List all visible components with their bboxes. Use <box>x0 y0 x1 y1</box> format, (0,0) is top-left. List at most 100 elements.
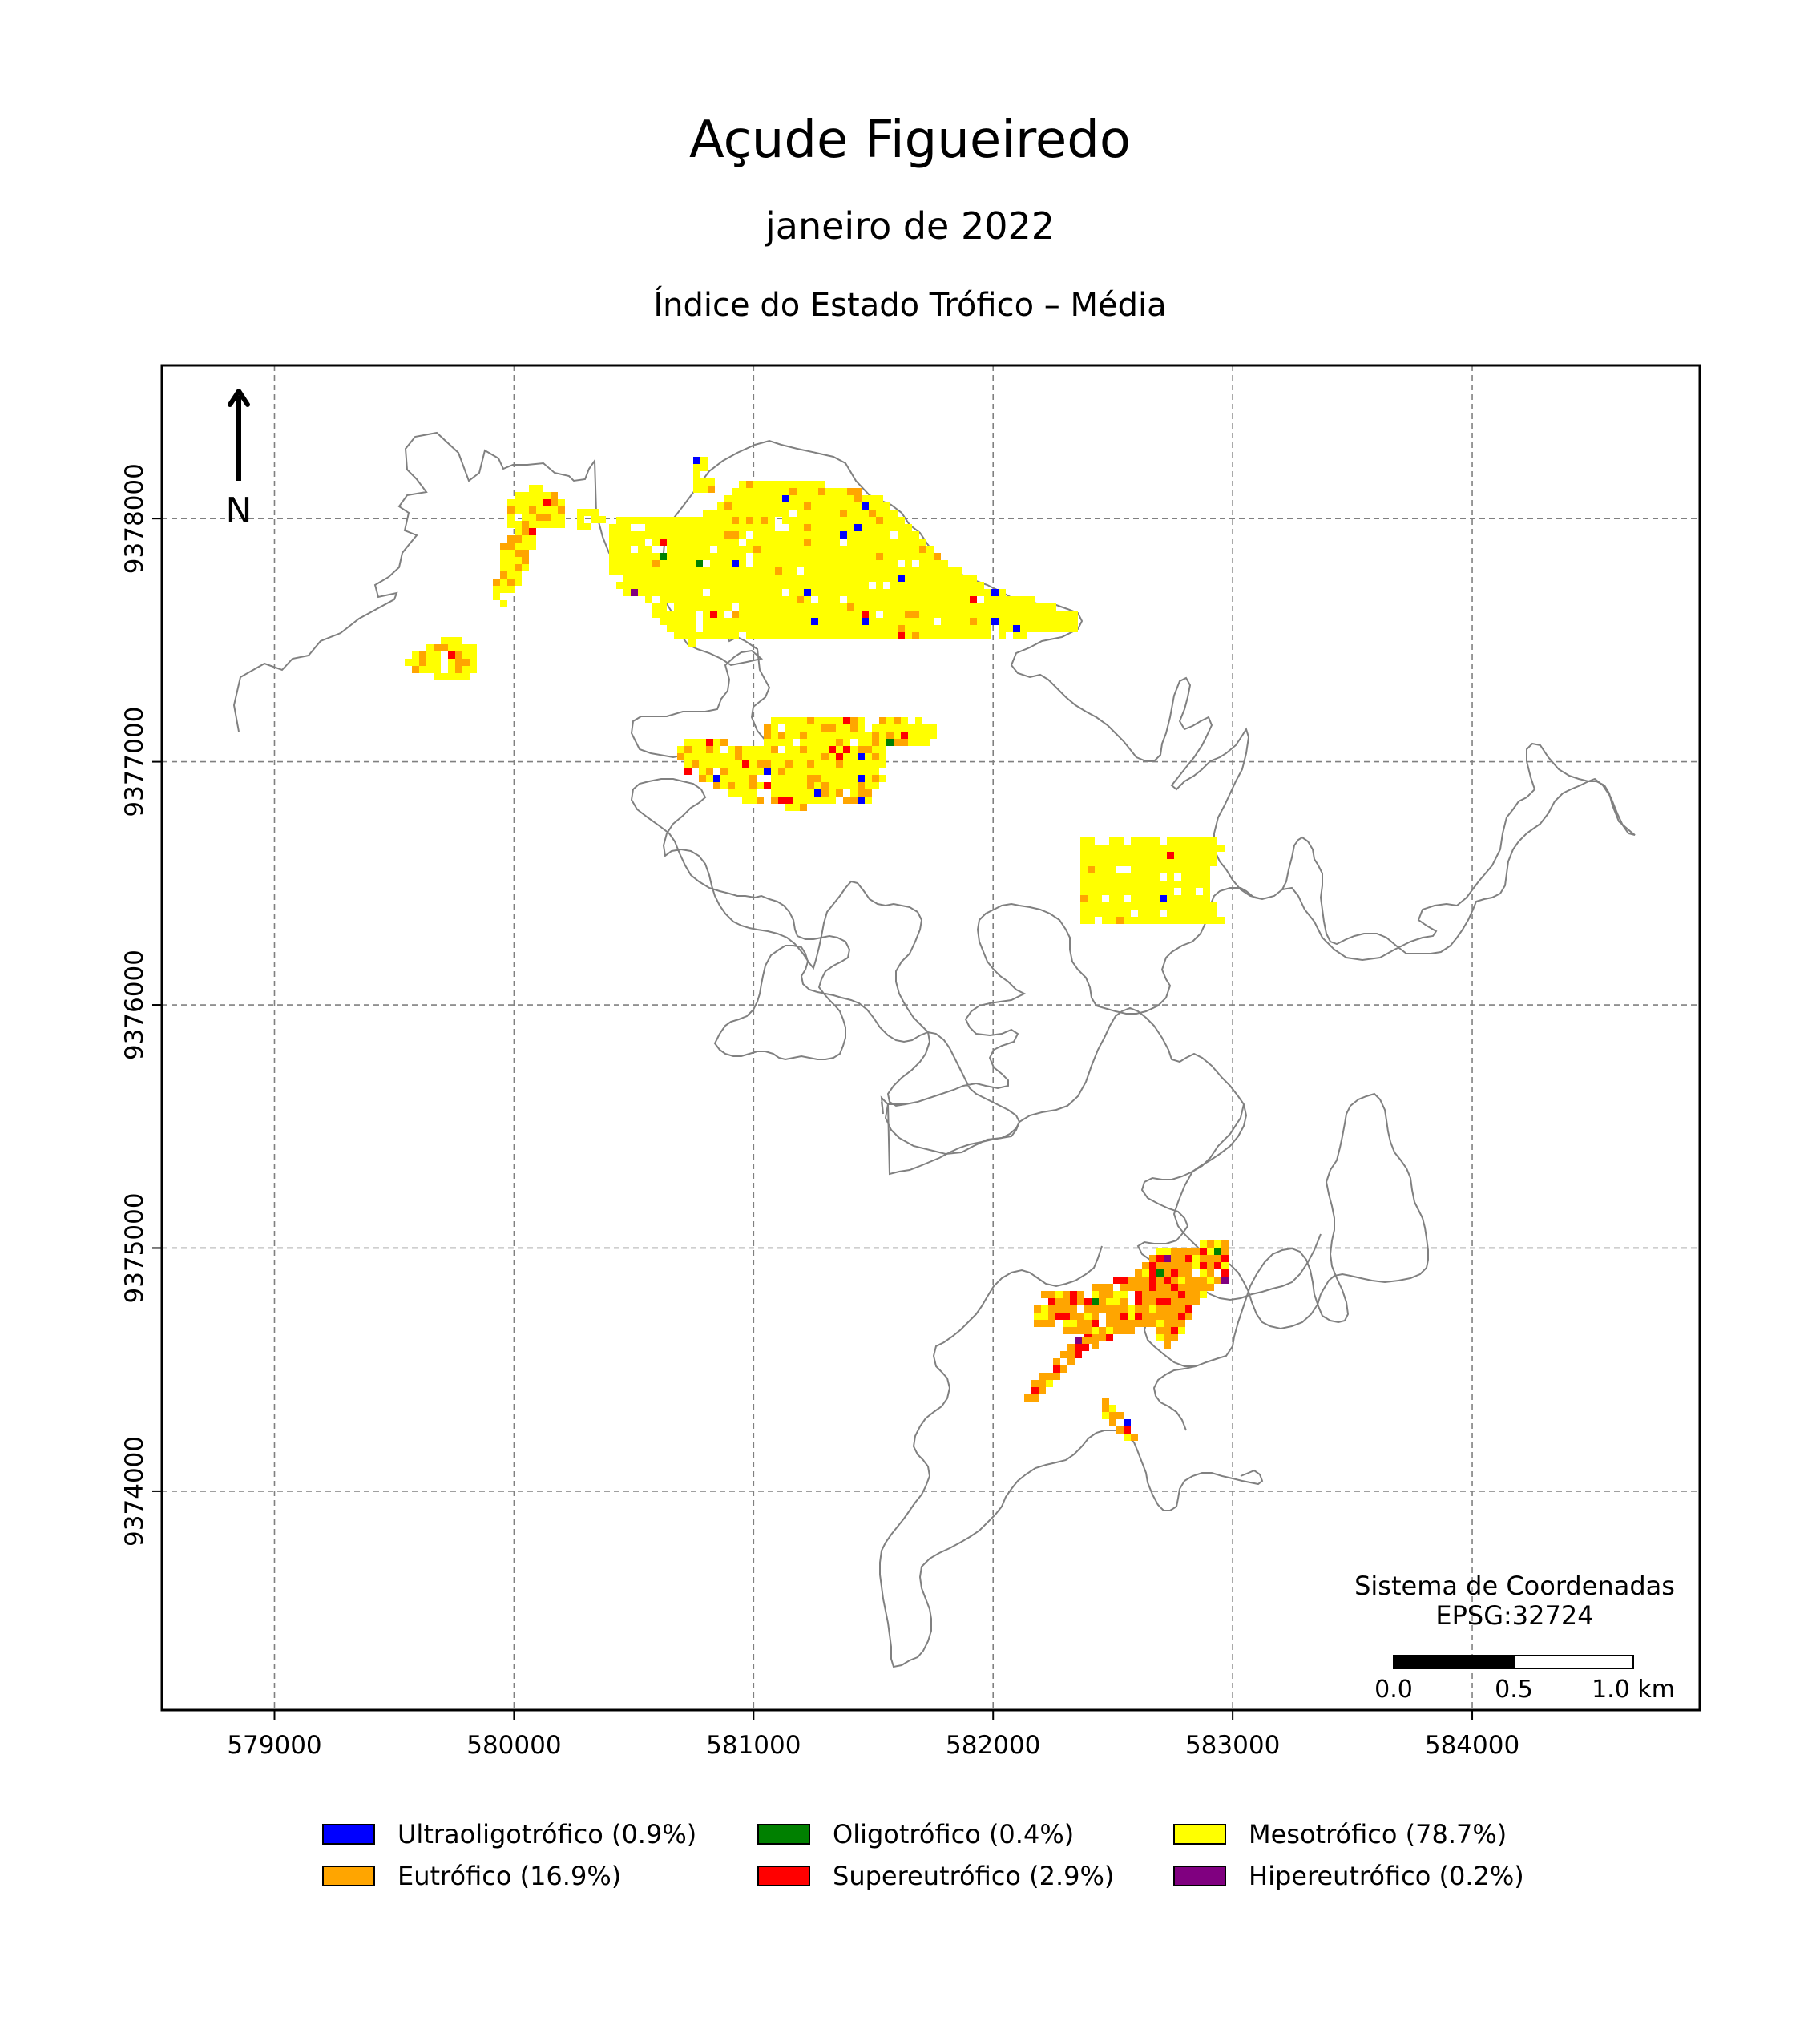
trophic-pixel <box>840 632 847 639</box>
trophic-pixel <box>1210 859 1217 866</box>
trophic-pixel <box>660 618 667 625</box>
trophic-pixel <box>869 510 876 517</box>
trophic-pixel <box>1145 888 1152 895</box>
trophic-pixel <box>1128 1320 1135 1327</box>
trophic-pixel <box>782 510 789 517</box>
legend-item-mesotrofico: Mesotrófico (78.7%) <box>1173 1819 1507 1850</box>
trophic-pixel <box>840 510 847 517</box>
trophic-pixel <box>558 506 565 514</box>
trophic-pixel <box>811 575 818 582</box>
trophic-pixel <box>793 768 800 775</box>
trophic-pixel <box>843 746 850 753</box>
trophic-pixel <box>693 464 700 471</box>
trophic-pixel <box>1181 845 1188 852</box>
trophic-pixel <box>775 603 782 611</box>
trophic-pixel <box>883 603 890 611</box>
trophic-pixel <box>890 632 898 639</box>
trophic-pixel <box>804 481 811 488</box>
trophic-pixel <box>1116 910 1124 917</box>
trophic-pixel <box>591 509 599 516</box>
trophic-pixel <box>1160 895 1167 902</box>
trophic-pixel <box>749 746 757 753</box>
trophic-pixel <box>674 596 681 603</box>
trophic-pixel <box>761 539 768 546</box>
trophic-pixel <box>862 560 869 567</box>
trophic-pixel <box>1207 1240 1214 1248</box>
trophic-pixel <box>1181 859 1188 866</box>
trophic-pixel <box>1092 1305 1099 1313</box>
trophic-pixel <box>674 531 681 539</box>
trophic-pixel <box>742 789 749 797</box>
trophic-pixel <box>710 618 717 625</box>
trophic-pixel <box>1174 902 1181 910</box>
trophic-pixel <box>1145 852 1152 859</box>
trophic-pixel <box>434 673 441 680</box>
trophic-pixel <box>1196 902 1203 910</box>
trophic-pixel <box>1188 888 1196 895</box>
map-subtitle: janeiro de 2022 <box>765 204 1055 248</box>
trophic-pixel <box>660 524 667 531</box>
trophic-pixel <box>854 517 862 524</box>
trophic-pixel <box>821 768 829 775</box>
trophic-pixel <box>688 553 696 560</box>
trophic-pixel <box>941 582 948 589</box>
trophic-pixel <box>1041 1291 1048 1298</box>
trophic-pixel <box>955 603 962 611</box>
trophic-pixel <box>1080 837 1088 845</box>
trophic-pixel <box>1181 902 1188 910</box>
trophic-pixel <box>915 739 922 746</box>
trophic-pixel <box>507 557 515 564</box>
trophic-pixel <box>728 753 735 760</box>
trophic-pixel <box>1192 1291 1200 1298</box>
trophic-pixel <box>926 567 934 575</box>
trophic-pixel <box>1203 837 1210 845</box>
trophic-pixel <box>869 495 876 502</box>
trophic-pixel <box>847 517 854 524</box>
trophic-pixel <box>890 510 898 517</box>
trophic-pixel <box>1128 1284 1135 1291</box>
trophic-pixel <box>854 524 862 531</box>
trophic-pixel <box>1080 895 1088 902</box>
trophic-pixel <box>999 596 1006 603</box>
trophic-pixel <box>1099 1298 1106 1305</box>
trophic-pixel <box>1088 895 1095 902</box>
trophic-pixel <box>926 575 934 582</box>
trophic-pixel <box>742 797 749 804</box>
trophic-pixel <box>507 550 515 557</box>
trophic-pixel <box>807 789 814 797</box>
trophic-pixel <box>1135 1313 1142 1320</box>
trophic-pixel <box>843 724 850 732</box>
trophic-pixel <box>833 603 840 611</box>
trophic-pixel <box>1082 1337 1089 1344</box>
trophic-pixel <box>962 582 970 589</box>
trophic-pixel <box>862 632 869 639</box>
trophic-pixel <box>749 753 757 760</box>
trophic-pixel <box>1046 1373 1053 1380</box>
trophic-pixel <box>804 539 811 546</box>
trophic-pixel <box>677 753 684 760</box>
trophic-pixel <box>811 546 818 553</box>
trophic-pixel <box>919 539 926 546</box>
trophic-pixel <box>1071 618 1078 625</box>
trophic-pixel <box>1214 1240 1221 1248</box>
trophic-pixel <box>703 546 710 553</box>
trophic-pixel <box>1006 611 1013 618</box>
trophic-pixel <box>768 618 775 625</box>
trophic-pixel <box>912 546 919 553</box>
trophic-pixel <box>1145 845 1152 852</box>
trophic-pixel <box>883 567 890 575</box>
trophic-pixel <box>1039 1380 1046 1387</box>
trophic-pixel <box>1109 881 1116 888</box>
trophic-pixel <box>1020 625 1027 632</box>
trophic-pixel <box>732 560 739 567</box>
trophic-pixel <box>930 724 937 732</box>
trophic-pixel <box>717 589 724 596</box>
trophic-pixel <box>1196 852 1203 859</box>
trophic-pixel <box>1156 1334 1164 1341</box>
trophic-pixel <box>717 603 724 611</box>
trophic-pixel <box>789 546 797 553</box>
trophic-pixel <box>821 789 829 797</box>
trophic-pixel <box>717 625 724 632</box>
trophic-pixel <box>797 575 804 582</box>
trophic-pixel <box>768 502 775 510</box>
